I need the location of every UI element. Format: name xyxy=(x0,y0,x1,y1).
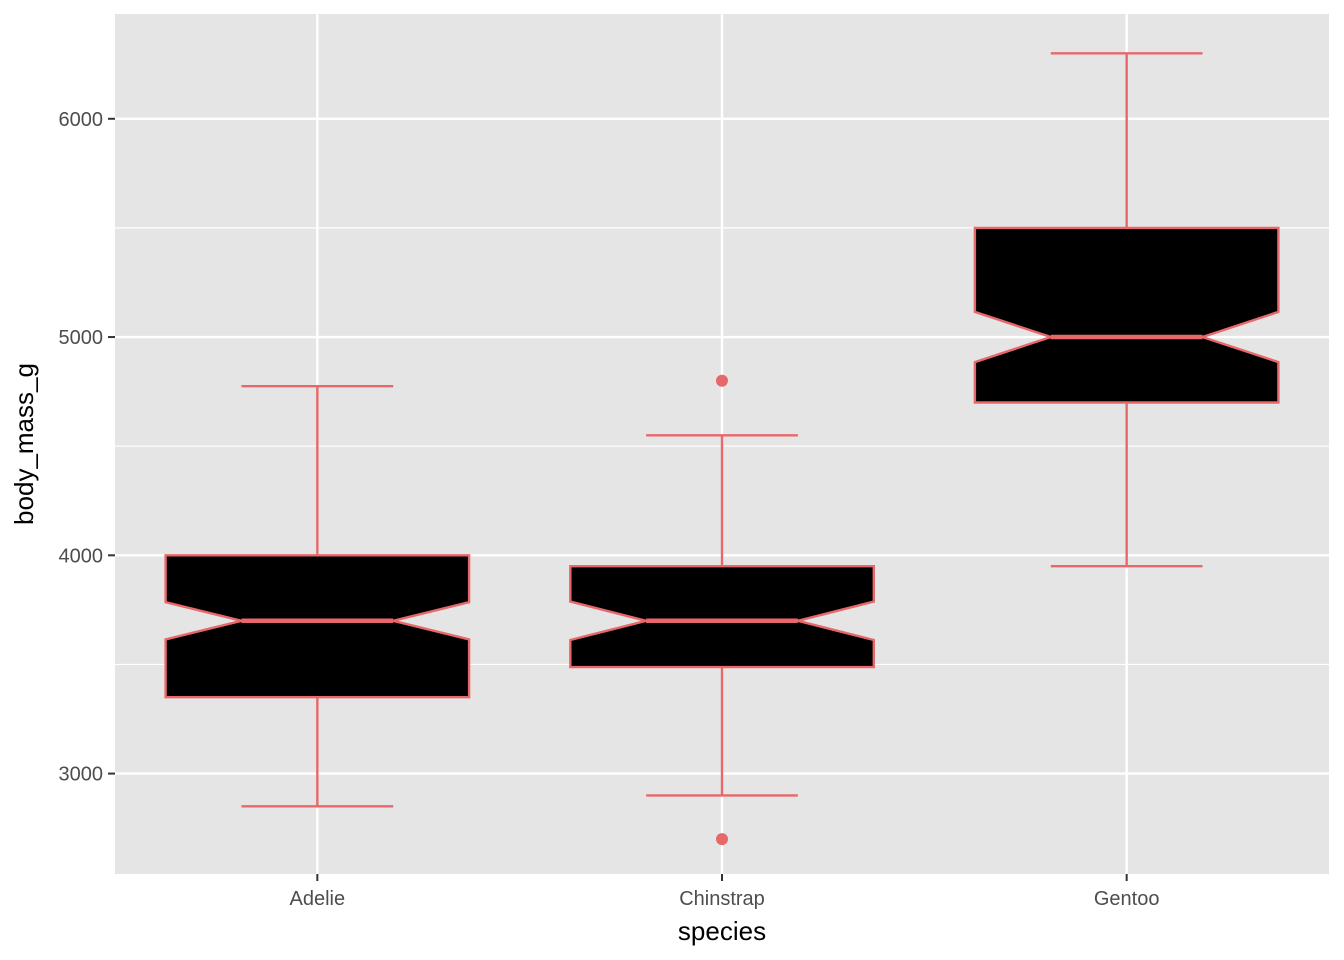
y-tick-label: 5000 xyxy=(59,327,104,349)
outlier-point xyxy=(716,374,728,387)
y-tick-label: 6000 xyxy=(59,109,104,131)
y-tick-label: 4000 xyxy=(59,545,104,567)
boxes-layer xyxy=(164,52,1280,846)
x-tick-label: Chinstrap xyxy=(679,888,765,910)
box-gentoo xyxy=(973,52,1280,568)
axes-layer: 3000 4000 5000 6000 Adelie Chinstrap Gentoo xyxy=(59,109,1160,910)
box-adelie xyxy=(164,384,471,808)
box-chinstrap xyxy=(569,374,875,846)
y-tick-label: 3000 xyxy=(59,764,104,786)
notched-box xyxy=(164,554,471,699)
x-axis-title: species xyxy=(678,916,766,946)
x-tick-label: Adelie xyxy=(290,888,346,910)
notched-box xyxy=(973,226,1280,404)
outlier-point xyxy=(716,833,728,846)
y-axis-title: body_mass_g xyxy=(9,363,39,525)
x-tick-label: Gentoo xyxy=(1094,888,1160,910)
notched-box xyxy=(569,565,875,669)
